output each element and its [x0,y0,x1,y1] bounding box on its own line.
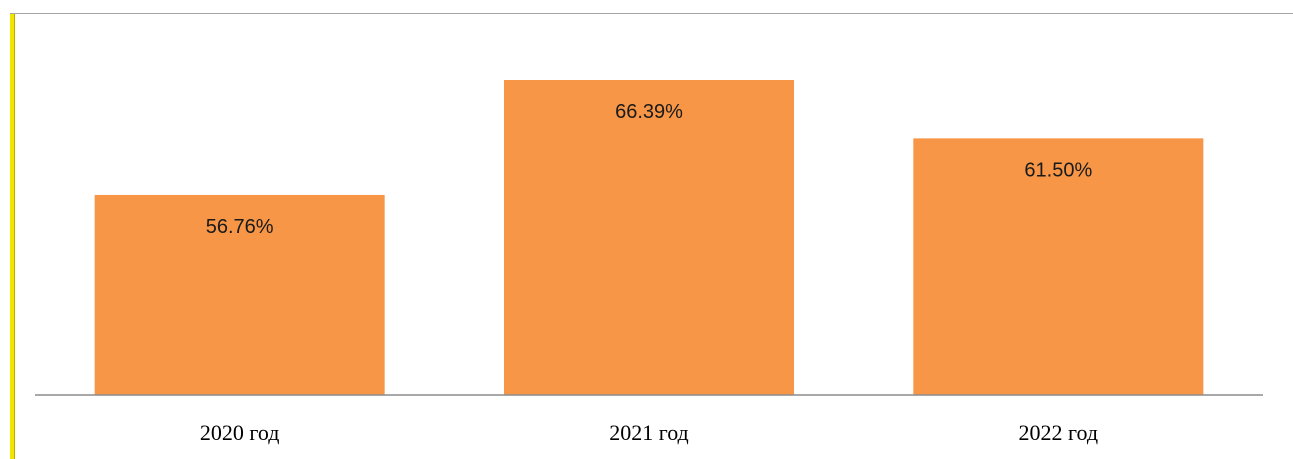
bar-0 [94,194,385,395]
data-label-0: 56.76% [206,216,274,238]
x-tick-label-0: 2020 год [200,420,280,445]
bars-layer [94,80,1204,395]
labels-layer: 56.76% 2020 год 66.39% 2021 год 61.50% 2022 г… [200,101,1098,445]
data-label-1: 66.39% [615,101,683,123]
data-label-2: 61.50% [1024,159,1092,181]
left-accent-bar [10,14,14,459]
bar-1 [504,80,794,395]
left-accent-edge [14,14,15,459]
x-tick-label-1: 2021 год [609,420,689,445]
chart-top-border [10,13,1293,14]
x-tick-label-2: 2022 год [1019,420,1099,445]
bar-2 [913,138,1204,395]
